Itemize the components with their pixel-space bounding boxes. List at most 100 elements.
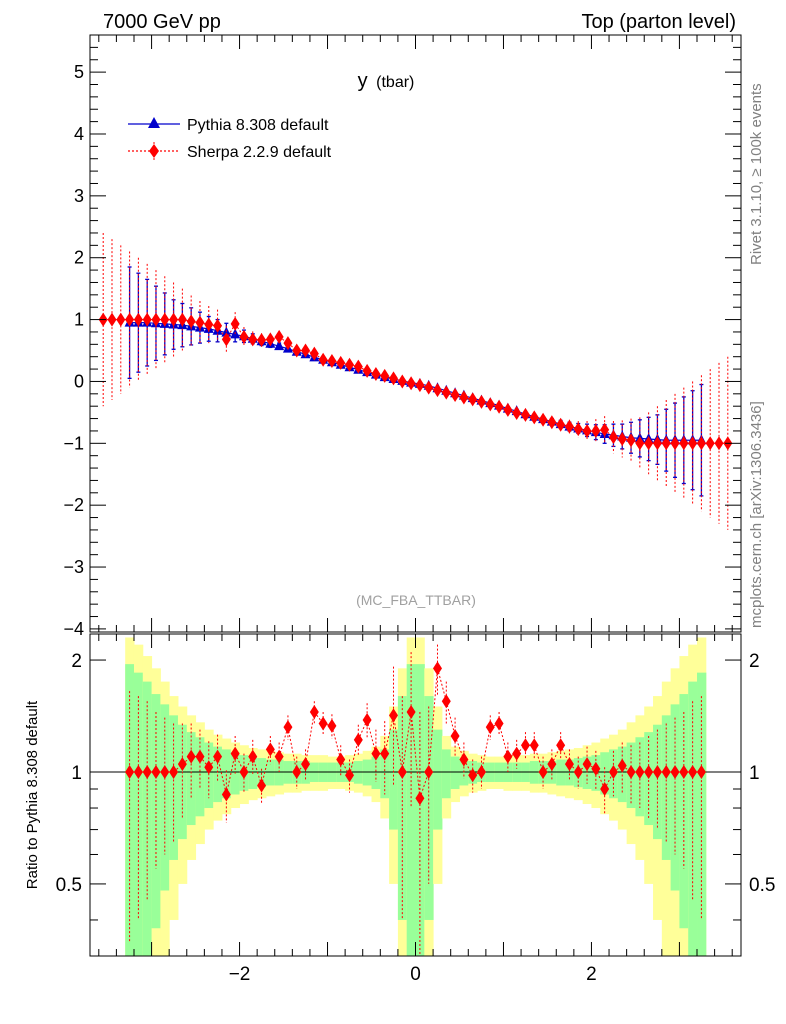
ratio-sherpa-step [533, 745, 544, 773]
sherpa-step [463, 397, 473, 400]
sherpa-step [454, 394, 465, 399]
main-ytick-label: −4 [63, 619, 84, 639]
sherpa-step [366, 370, 377, 375]
sherpa-step [261, 338, 271, 341]
ratio-band-inner [406, 664, 416, 956]
sherpa-step [252, 338, 262, 341]
ratio-ylabel: Ratio to Pythia 8.308 default [24, 700, 41, 889]
ratio-sherpa-step [331, 725, 342, 760]
ratio-band-inner [371, 756, 381, 790]
sherpa-step [490, 403, 500, 408]
ratio-ytick-label: 2 [71, 651, 82, 672]
main-series-layer [98, 232, 733, 530]
ratio-sherpa-step [419, 771, 430, 799]
ratio-sherpa-step [393, 715, 403, 773]
sherpa-step [331, 360, 341, 364]
ratio-ytick-label-right: 1 [749, 763, 760, 784]
ratio-band-inner [133, 672, 144, 956]
ratio-band-inner [565, 759, 575, 786]
ratio-sherpa-step [428, 668, 438, 773]
main-title-suffix: (tbar) [376, 74, 414, 91]
ratio-sherpa-point [696, 764, 706, 779]
main-frame [89, 34, 742, 633]
legend: Pythia 8.308 default Sherpa 2.2.9 defaul… [128, 117, 332, 161]
legend-marker-triangle-icon [148, 117, 160, 128]
ratio-band-inner [450, 756, 460, 790]
ratio-band-inner [415, 664, 425, 956]
sherpa-step [507, 409, 517, 414]
ratio-xtick-label: −2 [229, 964, 251, 985]
ratio-band-inner [186, 732, 197, 826]
ratio-band-inner [213, 746, 223, 803]
ratio-band-inner [617, 746, 628, 803]
ratio-sherpa-step [252, 756, 263, 786]
ratio-band-inner [274, 759, 285, 786]
sherpa-step [182, 319, 192, 322]
sherpa-step [323, 359, 332, 362]
ratio-band-inner [582, 756, 592, 790]
legend-entry-pythia: Pythia 8.308 default [128, 117, 329, 134]
ratio-sherpa-step [437, 668, 447, 702]
ratio-sherpa-step [507, 753, 517, 758]
ratio-sherpa-step [366, 719, 377, 754]
ratio-band-inner [151, 694, 161, 929]
ratio-band-inner [177, 724, 188, 840]
pythia-point [274, 340, 285, 351]
ratio-xtick-label: 0 [410, 964, 421, 985]
ratio-sherpa-step [340, 759, 350, 776]
legend-entry-sherpa: Sherpa 2.2.9 default [128, 142, 332, 161]
legend-label-sherpa: Sherpa 2.2.9 default [187, 144, 332, 161]
sherpa-step [225, 323, 236, 340]
ratio-band-inner [600, 752, 610, 795]
ratio-axes: 0.5 0.5 1 1 2 2 −2 0 2 [56, 634, 775, 985]
legend-label-pythia: Pythia 8.308 default [187, 117, 329, 134]
ratio-band-inner [697, 672, 707, 956]
sherpa-step [428, 387, 438, 391]
sherpa-step [472, 398, 482, 403]
header-right: Top (parton level) [581, 11, 736, 33]
sherpa-step [199, 322, 209, 326]
ratio-sherpa-step [604, 771, 614, 790]
ratio-band-inner [195, 737, 205, 817]
sherpa-step [551, 421, 561, 426]
main-ytick-label: 1 [74, 310, 84, 330]
ratio-sherpa-step [217, 756, 227, 795]
sherpa-step [622, 438, 632, 441]
sherpa-step [340, 362, 350, 366]
sherpa-step [243, 336, 253, 340]
ratio-series-layer [125, 644, 706, 956]
ratio-sherpa-step [490, 723, 500, 728]
sherpa-step [534, 416, 544, 421]
ratio-band-inner [160, 704, 170, 891]
main-title: y (tbar) [358, 70, 415, 92]
ratio-xtick-label: 2 [586, 964, 597, 985]
ratio-sherpa-step [472, 771, 482, 776]
sherpa-step [208, 324, 218, 327]
main-ytick-label: 2 [74, 248, 84, 268]
ratio-band-inner [441, 749, 452, 799]
ratio-sherpa-step [410, 711, 421, 799]
ratio-band-inner [433, 729, 443, 830]
ratio-band-inner [265, 759, 276, 786]
ratio-ytick-label-right: 2 [749, 651, 760, 672]
main-title-symbol: y [358, 70, 368, 92]
sherpa-step [402, 380, 412, 384]
main-ytick-label: −2 [63, 495, 84, 515]
sherpa-step [595, 429, 605, 432]
rivet-label: Rivet 3.1.10, ≥ 100k events [748, 83, 765, 265]
sherpa-step [578, 428, 588, 432]
ratio-ytick-label-right: 0.5 [749, 875, 775, 896]
main-ytick-label: 5 [74, 62, 84, 82]
ratio-band-inner [397, 696, 408, 920]
ratio-sherpa-step [305, 711, 315, 765]
ratio-sherpa-step [243, 756, 254, 773]
ratio-sherpa-step [384, 715, 394, 754]
ratio-sherpa-step [463, 759, 474, 776]
main-ytick-label: 3 [74, 186, 84, 206]
sherpa-step [437, 389, 447, 394]
analysis-label: (MC_FBA_TTBAR) [356, 592, 476, 608]
sherpa-step [410, 382, 421, 386]
sherpa-step [630, 439, 640, 444]
sherpa-step [305, 350, 315, 355]
